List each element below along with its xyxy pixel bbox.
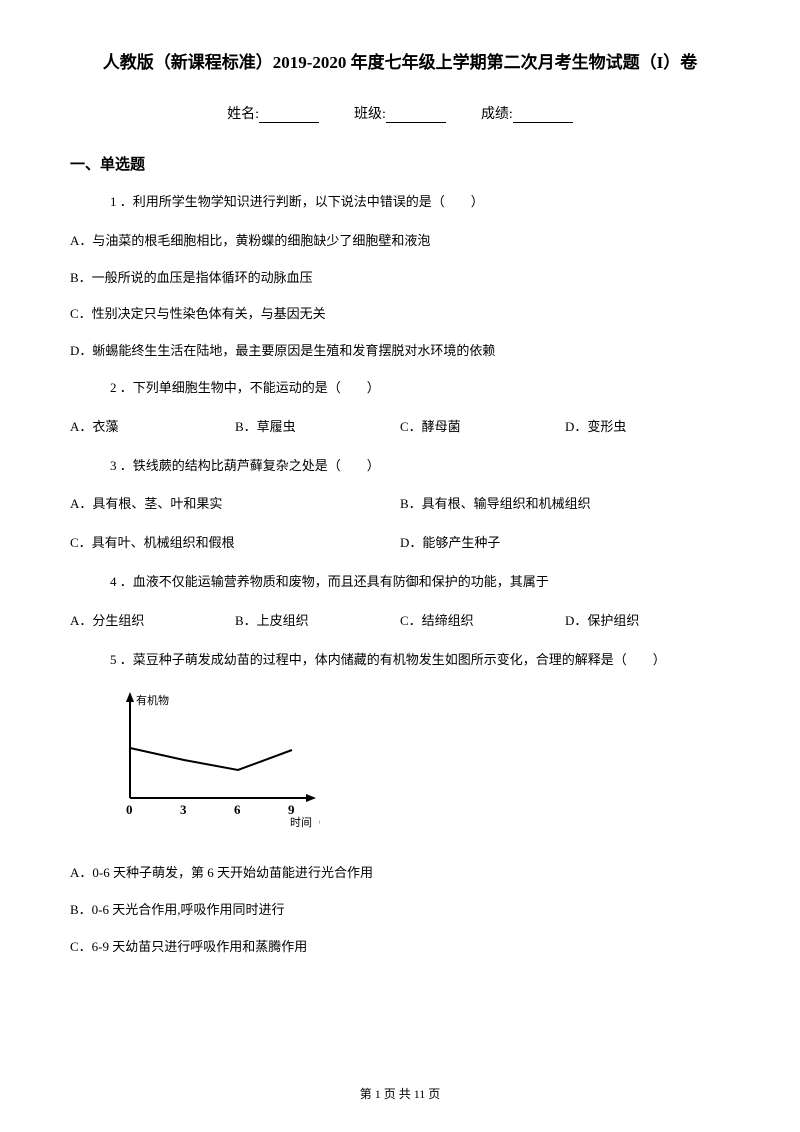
q4-option-b: B．上皮组织: [235, 611, 400, 632]
q3-option-d: D．能够产生种子: [400, 533, 730, 554]
q5-option-c: C．6-9 天幼苗只进行呼吸作用和蒸腾作用: [70, 937, 730, 958]
footer-prefix: 第: [360, 1087, 375, 1101]
page-footer: 第 1 页 共 11 页: [0, 1085, 800, 1102]
q5-chart: 有机物时间（天） 0 3 6 9: [100, 688, 730, 843]
question-3: 3 ．铁线蕨的结构比葫芦藓复杂之处是（ ）: [70, 456, 730, 477]
class-blank[interactable]: [386, 109, 446, 123]
q4-options: A．分生组织 B．上皮组织 C．结缔组织 D．保护组织: [70, 611, 730, 632]
q4-option-d: D．保护组织: [565, 611, 730, 632]
question-2: 2 ．下列单细胞生物中，不能运动的是（ ）: [70, 378, 730, 399]
q3-option-c: C．具有叶、机械组织和假根: [70, 533, 400, 554]
svg-text:9: 9: [288, 802, 295, 817]
q5-option-a: A．0-6 天种子萌发，第 6 天开始幼苗能进行光合作用: [70, 863, 730, 884]
q2-option-c: C．酵母菌: [400, 417, 565, 438]
q4-option-c: C．结缔组织: [400, 611, 565, 632]
q3-options-2: C．具有叶、机械组织和假根 D．能够产生种子: [70, 533, 730, 554]
q1-option-a: A．与油菜的根毛细胞相比，黄粉蝶的细胞缺少了细胞壁和液泡: [70, 231, 730, 252]
footer-total: 11: [414, 1087, 426, 1101]
q4-option-a: A．分生组织: [70, 611, 235, 632]
question-5: 5 ．菜豆种子萌发成幼苗的过程中，体内储藏的有机物发生如图所示变化，合理的解释是…: [70, 650, 730, 671]
svg-text:6: 6: [234, 802, 241, 817]
exam-title: 人教版（新课程标准）2019-2020 年度七年级上学期第二次月考生物试题（I）…: [70, 48, 730, 73]
class-label: 班级:: [354, 107, 386, 122]
q3-option-b: B．具有根、输导组织和机械组织: [400, 494, 730, 515]
q5-option-b: B．0-6 天光合作用,呼吸作用同时进行: [70, 900, 730, 921]
footer-suffix: 页: [425, 1087, 440, 1101]
q1-option-b: B．一般所说的血压是指体循环的动脉血压: [70, 268, 730, 289]
name-label: 姓名:: [227, 107, 259, 122]
q2-option-a: A．衣藻: [70, 417, 235, 438]
q2-option-b: B．草履虫: [235, 417, 400, 438]
svg-text:有机物: 有机物: [136, 693, 169, 707]
q3-options-1: A．具有根、茎、叶和果实 B．具有根、输导组织和机械组织: [70, 494, 730, 515]
section-heading-1: 一、单选题: [70, 153, 730, 174]
score-label: 成绩:: [481, 107, 513, 122]
svg-text:0: 0: [126, 802, 133, 817]
svg-text:时间（天）: 时间（天）: [290, 816, 320, 829]
footer-mid: 页 共: [381, 1087, 414, 1101]
score-blank[interactable]: [513, 109, 573, 123]
question-1: 1 ．利用所学生物学知识进行判断，以下说法中错误的是（ ）: [70, 192, 730, 213]
q1-option-d: D．蜥蜴能终生生活在陆地，最主要原因是生殖和发育摆脱对水环境的依赖: [70, 341, 730, 362]
q2-option-d: D．变形虫: [565, 417, 730, 438]
q3-option-a: A．具有根、茎、叶和果实: [70, 494, 400, 515]
q1-option-c: C．性别决定只与性染色体有关，与基因无关: [70, 304, 730, 325]
question-4: 4 ．血液不仅能运输营养物质和废物，而且还具有防御和保护的功能，其属于: [70, 572, 730, 593]
student-info-line: 姓名: 班级: 成绩:: [70, 103, 730, 123]
q2-options: A．衣藻 B．草履虫 C．酵母菌 D．变形虫: [70, 417, 730, 438]
svg-text:3: 3: [180, 802, 187, 817]
name-blank[interactable]: [259, 109, 319, 123]
